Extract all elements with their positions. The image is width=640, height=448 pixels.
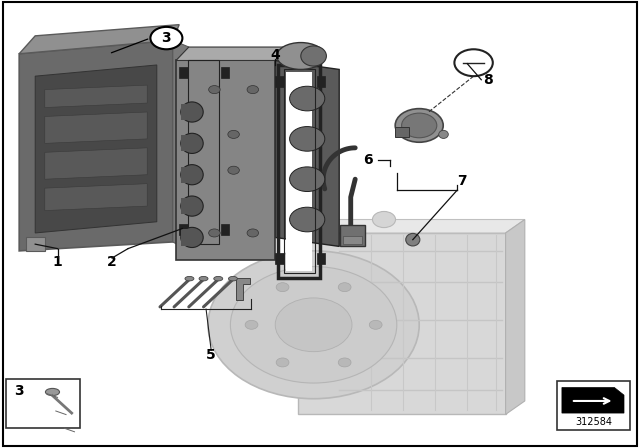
Ellipse shape <box>181 165 204 185</box>
Bar <box>181 135 195 151</box>
Circle shape <box>339 283 351 292</box>
Text: 7: 7 <box>457 174 467 189</box>
Bar <box>317 253 325 264</box>
Bar <box>181 229 195 246</box>
Polygon shape <box>26 237 45 251</box>
Text: 312584: 312584 <box>575 417 612 427</box>
Polygon shape <box>173 40 189 251</box>
Circle shape <box>209 229 220 237</box>
Circle shape <box>339 358 351 367</box>
Text: 5: 5 <box>206 348 216 362</box>
Bar <box>6 379 80 428</box>
Circle shape <box>276 358 289 367</box>
Text: 3: 3 <box>14 384 24 398</box>
Circle shape <box>369 320 382 329</box>
Ellipse shape <box>181 196 204 216</box>
Polygon shape <box>298 233 506 414</box>
Ellipse shape <box>181 228 204 247</box>
Bar <box>395 127 409 137</box>
Polygon shape <box>176 47 288 60</box>
Circle shape <box>208 251 419 399</box>
Polygon shape <box>562 388 624 413</box>
Bar <box>557 381 630 430</box>
Circle shape <box>228 130 239 138</box>
Circle shape <box>228 166 239 174</box>
Text: 4: 4 <box>270 48 280 62</box>
Circle shape <box>150 27 182 49</box>
Circle shape <box>454 49 493 76</box>
Polygon shape <box>19 25 179 54</box>
Text: 6: 6 <box>363 153 373 167</box>
Bar <box>182 56 224 249</box>
Bar <box>190 63 216 242</box>
Ellipse shape <box>181 134 204 153</box>
Text: 8: 8 <box>483 73 493 87</box>
Text: 2: 2 <box>107 255 117 269</box>
Ellipse shape <box>214 276 223 281</box>
Bar <box>286 72 312 271</box>
Bar <box>284 69 315 273</box>
Bar <box>181 198 195 214</box>
Ellipse shape <box>290 207 325 232</box>
Circle shape <box>247 229 259 237</box>
Polygon shape <box>45 112 147 143</box>
Bar <box>275 253 284 264</box>
Polygon shape <box>506 220 525 414</box>
Circle shape <box>247 86 259 94</box>
Circle shape <box>230 267 397 383</box>
Bar <box>340 225 365 246</box>
Circle shape <box>275 298 352 352</box>
Ellipse shape <box>199 276 208 281</box>
Bar <box>221 224 229 235</box>
Polygon shape <box>236 278 250 300</box>
Circle shape <box>245 320 258 329</box>
Polygon shape <box>298 220 525 233</box>
Bar <box>176 60 275 260</box>
Bar <box>317 76 325 87</box>
Bar <box>188 60 219 244</box>
Bar <box>221 67 229 78</box>
Bar <box>275 76 284 87</box>
Polygon shape <box>45 184 147 211</box>
Polygon shape <box>45 148 147 179</box>
Polygon shape <box>35 65 157 233</box>
Ellipse shape <box>228 276 237 281</box>
Circle shape <box>276 283 289 292</box>
Ellipse shape <box>290 86 325 111</box>
Bar <box>343 236 362 244</box>
Ellipse shape <box>439 130 448 138</box>
Bar <box>179 224 188 235</box>
Polygon shape <box>45 85 147 108</box>
Text: 1: 1 <box>52 255 63 269</box>
Bar <box>181 104 195 120</box>
Text: 3: 3 <box>161 31 172 45</box>
Polygon shape <box>275 60 339 246</box>
Bar <box>181 167 195 183</box>
Ellipse shape <box>406 233 420 246</box>
Circle shape <box>372 211 396 228</box>
Ellipse shape <box>45 388 60 396</box>
Ellipse shape <box>402 113 437 138</box>
Ellipse shape <box>290 127 325 151</box>
Bar <box>278 65 320 278</box>
Bar <box>179 67 188 78</box>
Ellipse shape <box>396 109 444 142</box>
Ellipse shape <box>181 102 204 122</box>
Circle shape <box>209 86 220 94</box>
Ellipse shape <box>185 276 194 281</box>
Ellipse shape <box>301 46 326 66</box>
Polygon shape <box>19 40 173 251</box>
Ellipse shape <box>277 43 325 69</box>
Ellipse shape <box>290 167 325 192</box>
